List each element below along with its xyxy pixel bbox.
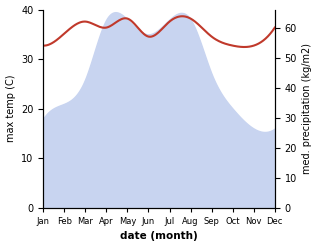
X-axis label: date (month): date (month) [120,231,198,242]
Y-axis label: max temp (C): max temp (C) [5,75,16,143]
Y-axis label: med. precipitation (kg/m2): med. precipitation (kg/m2) [302,43,313,174]
